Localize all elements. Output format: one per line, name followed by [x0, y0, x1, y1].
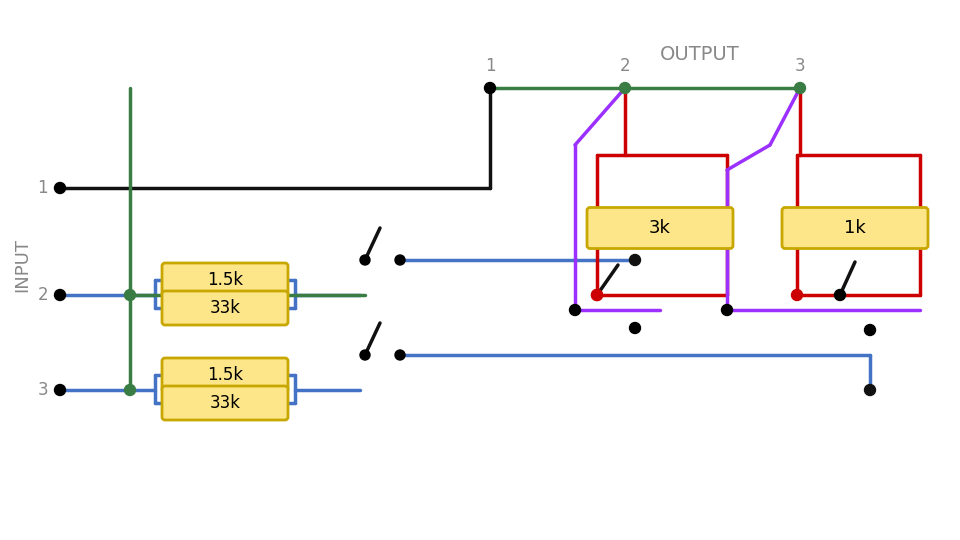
Circle shape: [55, 384, 65, 395]
Text: 1.5k: 1.5k: [207, 366, 243, 384]
Circle shape: [630, 254, 640, 266]
Text: 1.5k: 1.5k: [207, 271, 243, 289]
Circle shape: [865, 384, 876, 395]
Circle shape: [360, 350, 370, 360]
Text: 33k: 33k: [209, 394, 241, 412]
Circle shape: [360, 255, 370, 265]
Text: 1: 1: [485, 57, 495, 75]
Text: 33k: 33k: [209, 299, 241, 317]
Circle shape: [834, 289, 846, 300]
Circle shape: [591, 289, 603, 300]
Circle shape: [722, 305, 732, 315]
Text: 1: 1: [37, 179, 48, 197]
Circle shape: [630, 322, 640, 334]
Circle shape: [791, 289, 803, 300]
Text: 1k: 1k: [844, 219, 866, 237]
FancyBboxPatch shape: [782, 207, 928, 248]
Text: 2: 2: [37, 286, 48, 304]
FancyBboxPatch shape: [162, 386, 288, 420]
Circle shape: [569, 305, 581, 315]
Text: 3: 3: [37, 381, 48, 399]
FancyBboxPatch shape: [162, 358, 288, 392]
FancyBboxPatch shape: [587, 207, 733, 248]
Circle shape: [485, 83, 495, 93]
Circle shape: [591, 289, 603, 300]
Circle shape: [795, 83, 805, 93]
Text: 2: 2: [620, 57, 631, 75]
Text: 3: 3: [795, 57, 805, 75]
FancyBboxPatch shape: [162, 263, 288, 297]
Circle shape: [125, 384, 135, 395]
Circle shape: [865, 325, 876, 335]
Text: 3k: 3k: [649, 219, 671, 237]
Text: OUTPUT: OUTPUT: [660, 45, 740, 64]
Circle shape: [125, 289, 135, 300]
Circle shape: [55, 183, 65, 193]
Circle shape: [395, 350, 405, 360]
Circle shape: [55, 289, 65, 300]
Circle shape: [395, 255, 405, 265]
Text: INPUT: INPUT: [13, 238, 31, 292]
FancyBboxPatch shape: [162, 291, 288, 325]
Circle shape: [619, 83, 631, 93]
